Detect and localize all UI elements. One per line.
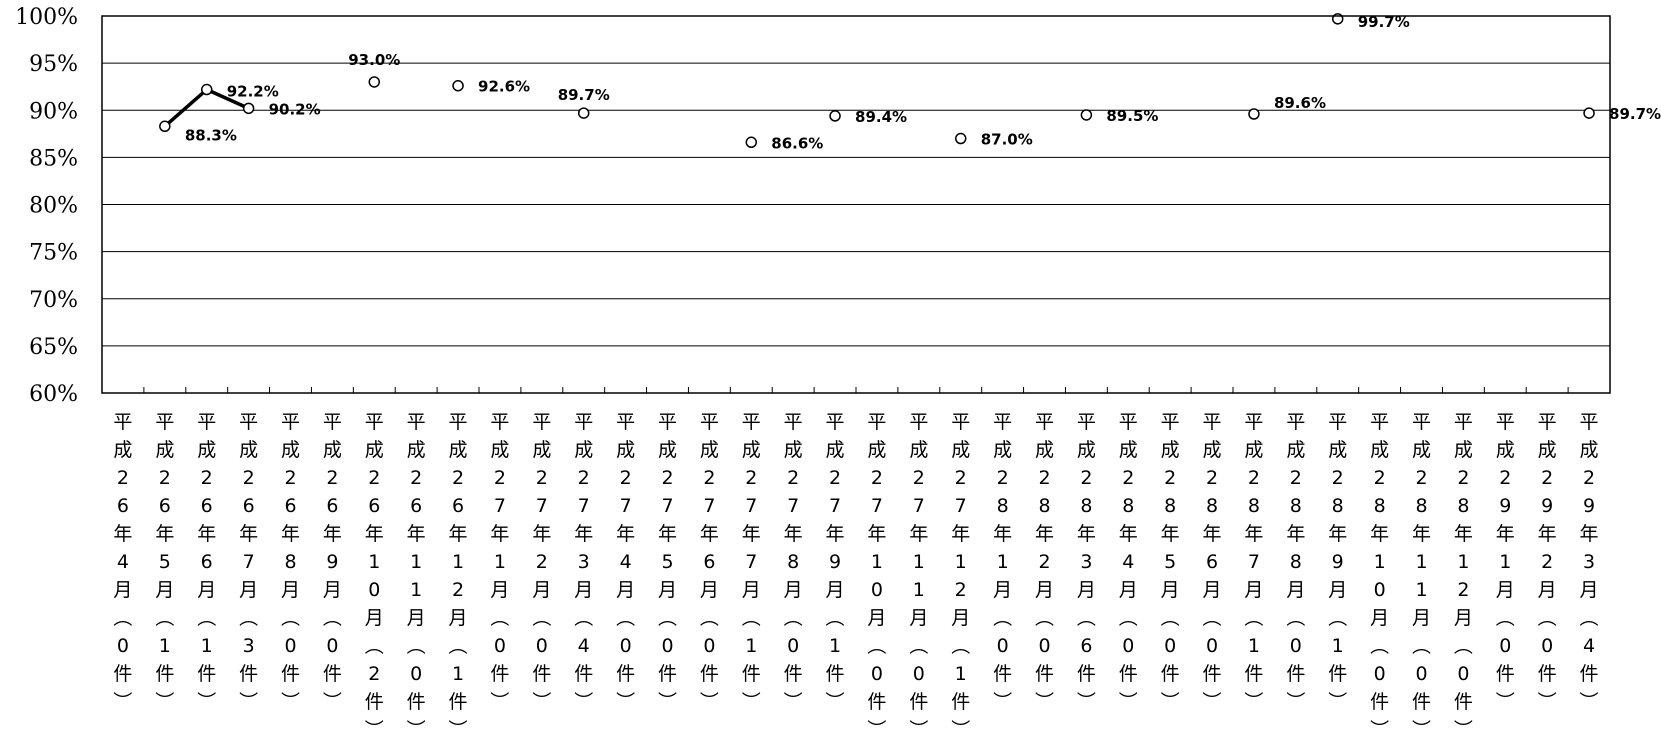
x-category-label: 平成 2 7 年 1 1 月︵ 0 件︶ [909, 411, 928, 741]
x-category-label: 平成 2 8 年 3 月︵ 6 件︶ [1077, 411, 1096, 713]
x-category-label: 平成 2 7 年 9 月︵ 1 件︶ [826, 411, 845, 713]
data-label: 93.0% [348, 51, 400, 69]
x-category-label: 平成 2 6 年 8 月︵ 0 件︶ [281, 411, 300, 713]
x-category-label: 平成 2 8 年 1 月︵ 0 件︶ [993, 411, 1012, 713]
data-point [954, 132, 967, 145]
data-label: 89.4% [855, 108, 907, 126]
gridlines [102, 62, 1610, 347]
data-label: 87.0% [981, 131, 1033, 149]
y-tick-label: 95% [29, 52, 78, 77]
data-point [242, 102, 255, 115]
x-category-label: 平成 2 8 年 5 月︵ 0 件︶ [1161, 411, 1180, 713]
data-label: 99.7% [1358, 13, 1410, 31]
plot-frame [101, 15, 1611, 394]
x-category-label: 平成 2 9 年 2 月︵ 0 件︶ [1538, 411, 1557, 713]
y-tick-label: 75% [29, 241, 78, 266]
data-point [577, 107, 590, 119]
data-label: 89.7% [1609, 105, 1661, 123]
y-tick-label: 80% [29, 194, 78, 219]
x-category-label: 平成 2 9 年 3 月︵ 4 件︶ [1580, 411, 1599, 713]
data-label: 92.6% [478, 78, 530, 96]
x-category-label: 平成 2 7 年 1 月︵ 0 件︶ [490, 411, 509, 713]
x-category-label: 平成 2 8 年 6 月︵ 0 件︶ [1203, 411, 1222, 713]
y-tick-label: 100% [15, 5, 78, 30]
y-tick-label: 60% [29, 382, 78, 407]
x-category-label: 平成 2 6 年 4 月︵ 0 件︶ [113, 411, 132, 713]
data-point [368, 76, 381, 88]
x-category-label: 平成 2 9 年 1 月︵ 0 件︶ [1496, 411, 1515, 713]
x-category-label: 平成 2 7 年 8 月︵ 0 件︶ [784, 411, 803, 713]
data-label: 90.2% [269, 100, 321, 118]
series-points [159, 13, 1595, 149]
y-tick-label: 70% [29, 288, 78, 313]
x-category-label: 平成 2 6 年 6 月︵ 1 件︶ [197, 411, 216, 713]
x-category-label: 平成 2 7 年 6 月︵ 0 件︶ [700, 411, 719, 713]
data-point [1080, 109, 1093, 121]
data-label: 88.3% [185, 126, 237, 144]
x-category-label: 平成 2 8 年 9 月︵ 1 件︶ [1328, 411, 1347, 713]
x-category-label: 平成 2 7 年 4 月︵ 0 件︶ [616, 411, 635, 713]
x-axis-category-labels: 平成 2 6 年 4 月︵ 0 件︶ 平成 2 6 年 5 月︵ 1 件︶ 平成 2 6 年 6 月︵ 1 件︶ 平成 2 6 年 7 月… [113, 411, 1598, 741]
data-point [200, 83, 213, 96]
x-category-label: 平成 2 8 年 1 2 月︵ 0 件︶ [1454, 411, 1473, 741]
x-category-label: 平成 2 8 年 4 月︵ 0 件︶ [1119, 411, 1138, 713]
data-point [745, 136, 758, 149]
data-label: 89.7% [558, 86, 610, 104]
x-category-label: 平成 2 6 年 1 0 月︵ 2 件︶ [365, 411, 384, 741]
data-point [1248, 108, 1260, 120]
y-tick-label: 90% [29, 99, 78, 124]
x-category-label: 平成 2 8 年 7 月︵ 1 件︶ [1244, 411, 1263, 713]
y-tick-label: 65% [29, 335, 78, 360]
x-category-label: 平成 2 8 年 8 月︵ 0 件︶ [1286, 411, 1305, 713]
x-category-label: 平成 2 7 年 2 月︵ 0 件︶ [532, 411, 551, 713]
x-category-label: 平成 2 6 年 9 月︵ 0 件︶ [323, 411, 342, 713]
data-point [1583, 107, 1595, 119]
data-point [452, 79, 464, 92]
x-category-label: 平成 2 7 年 1 0 月︵ 0 件︶ [867, 411, 886, 741]
data-label: 86.6% [771, 134, 823, 152]
x-category-label: 平成 2 7 年 5 月︵ 0 件︶ [658, 411, 677, 713]
data-label: 92.2% [227, 83, 279, 101]
y-tick-label: 85% [29, 146, 78, 171]
data-label: 89.6% [1274, 94, 1326, 112]
data-labels: 88.3% 92.2%90.2% 93.0% 92.6% 89.7% 86.6% 89.4%… [185, 13, 1661, 152]
x-category-label: 平成 2 6 年 5 月︵ 1 件︶ [155, 411, 174, 713]
x-category-label: 平成 2 7 年 7 月︵ 1 件︶ [742, 411, 761, 713]
x-category-label: 平成 2 7 年 3 月︵ 4 件︶ [574, 411, 593, 713]
data-point [829, 110, 841, 122]
x-axis-ticks [101, 387, 1611, 393]
x-category-label: 平成 2 7 年 1 2 月︵ 1 件︶ [951, 411, 970, 741]
x-category-label: 平成 2 6 年 1 1 月︵ 0 件︶ [407, 411, 426, 741]
x-category-label: 平成 2 8 年 1 1 月︵ 0 件︶ [1412, 411, 1431, 741]
x-category-label: 平成 2 6 年 7 月︵ 3 件︶ [239, 411, 258, 713]
x-category-label: 平成 2 8 年 1 0 月︵ 0 件︶ [1370, 411, 1389, 741]
data-point [159, 120, 171, 133]
x-category-label: 平成 2 6 年 1 2 月︵ 1 件︶ [449, 411, 468, 741]
y-axis-tick-labels: 60% 65% 70% 75% 80% 85% 90% 95% 100% [15, 5, 78, 407]
x-category-label: 平成 2 8 年 2 月︵ 0 件︶ [1035, 411, 1054, 713]
data-label: 89.5% [1106, 107, 1158, 125]
